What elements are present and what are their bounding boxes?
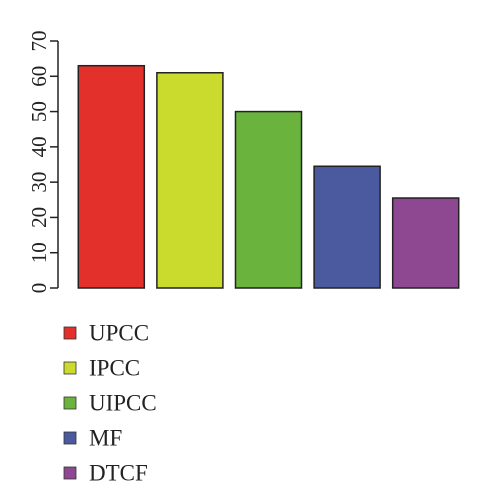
bars xyxy=(77,64,460,289)
legend-label-mf: MF xyxy=(89,426,122,451)
legend-swatch-mf xyxy=(63,431,77,445)
y-tick-label: 0 xyxy=(27,283,51,294)
y-tick-label: 40 xyxy=(27,136,51,157)
legend: UPCC IPCC UIPCC MF DTCF xyxy=(63,321,157,486)
legend-swatch-upcc xyxy=(63,326,77,340)
y-axis: 0 10 20 30 40 50 60 70 xyxy=(27,31,59,294)
y-tick-label: 10 xyxy=(27,242,51,263)
legend-label-dtcf: DTCF xyxy=(89,461,148,486)
y-tick-label: 30 xyxy=(27,172,51,193)
y-tick-label: 60 xyxy=(27,66,51,87)
bar-mf xyxy=(313,165,381,289)
legend-label-ipcc: IPCC xyxy=(89,356,140,381)
y-tick-label: 70 xyxy=(27,31,51,52)
legend-swatch-dtcf xyxy=(63,466,77,480)
bar-ipcc xyxy=(156,72,224,289)
y-tick-label: 20 xyxy=(27,207,51,228)
legend-swatch-uipcc xyxy=(63,396,77,410)
legend-label-uipcc: UIPCC xyxy=(89,391,157,416)
bar-dtcf xyxy=(391,197,460,289)
bar-uipcc xyxy=(234,110,303,289)
legend-swatch-ipcc xyxy=(63,361,77,375)
y-tick-label: 50 xyxy=(27,101,51,122)
legend-label-upcc: UPCC xyxy=(89,321,149,346)
bar-upcc xyxy=(77,64,146,289)
